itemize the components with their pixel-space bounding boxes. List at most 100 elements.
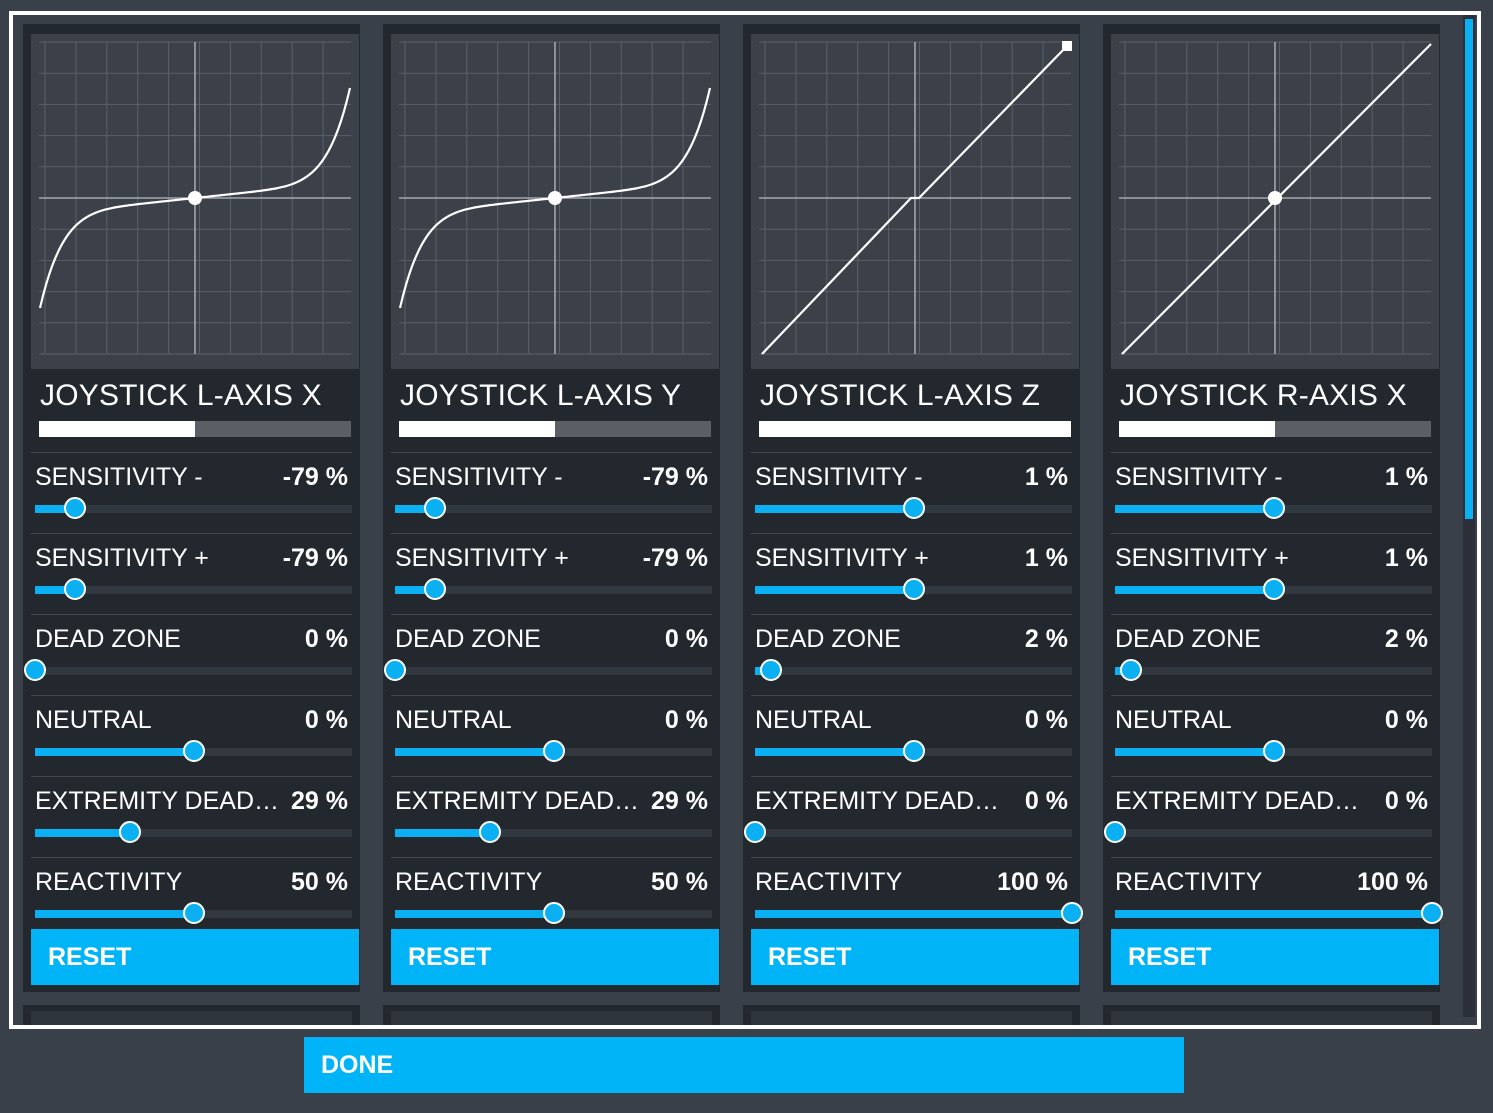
response-curve-svg [38,41,352,355]
sensitivity-minus-slider[interactable] [35,497,352,519]
slider-knob[interactable] [182,740,205,762]
slider-knob[interactable] [24,659,46,681]
setting-label: SENSITIVITY - [35,463,203,491]
axis-title: JOYSTICK L-AXIS Z [760,379,1041,412]
done-button[interactable]: DONE [304,1037,1184,1093]
sensitivity-minus-slider[interactable] [755,497,1072,519]
slider-knob[interactable] [182,902,205,924]
reset-button[interactable]: RESET [391,929,719,985]
sensitivity-plus-slider[interactable] [395,578,712,600]
slider-fill [755,910,1072,918]
slider-knob[interactable] [63,578,86,600]
vertical-scrollbar[interactable] [1463,15,1475,1017]
sensitivity-plus-slider[interactable] [1115,578,1432,600]
setting-value: 1 % [1384,544,1428,572]
axis-title: JOYSTICK L-AXIS X [40,379,322,412]
response-curve-svg [398,41,712,355]
slider-knob[interactable] [542,902,565,924]
extremity-dead-zone-slider[interactable] [1104,821,1432,843]
slider-fill [35,910,194,918]
setting-label: SENSITIVITY + [1115,544,1289,572]
slider-knob[interactable] [902,740,925,762]
slider-knob[interactable] [1262,497,1285,519]
sensitivity-plus-slider[interactable] [755,578,1072,600]
slider-knob[interactable] [384,659,406,681]
slider-knob[interactable] [902,578,925,600]
response-curve-svg [1119,41,1432,355]
dead-zone-slider[interactable] [24,659,352,681]
extremity-dead-zone-slider[interactable] [744,821,1072,843]
slider-fill [755,505,914,513]
reset-button[interactable]: RESET [1111,929,1439,985]
setting-label: DEAD ZONE [395,625,541,653]
setting-row-reactivity: REACTIVITY 50 % [391,857,712,939]
sensitivity-plus-slider[interactable] [35,578,352,600]
reactivity-slider[interactable] [395,902,712,924]
slider-fill [395,505,435,513]
reactivity-slider[interactable] [755,902,1083,924]
slider-knob[interactable] [1119,659,1142,681]
slider-knob[interactable] [542,740,565,762]
extremity-dead-zone-slider[interactable] [35,821,352,843]
setting-row-sensitivity-plus: SENSITIVITY + 1 % [751,533,1072,615]
slider-knob[interactable] [1421,902,1443,924]
setting-label: SENSITIVITY - [1115,463,1283,491]
slider-knob[interactable] [1262,740,1285,762]
setting-value: 2 % [1384,625,1428,653]
setting-row-sensitivity-minus: SENSITIVITY - 1 % [1111,452,1432,534]
setting-row-sensitivity-minus: SENSITIVITY - 1 % [751,452,1072,534]
axis-panel-l-axis-y: JOYSTICK L-AXIS Y SENSITIVITY - -79 % SE… [383,24,720,992]
dead-zone-slider[interactable] [384,659,712,681]
setting-value: 1 % [1024,544,1068,572]
slider-fill [395,910,554,918]
sensitivity-minus-slider[interactable] [395,497,712,519]
reset-button[interactable]: RESET [31,929,359,985]
axis-panel-r-axis-x: JOYSTICK R-AXIS X SENSITIVITY - 1 % SENS… [1103,24,1443,992]
reactivity-slider[interactable] [35,902,352,924]
setting-label: SENSITIVITY + [395,544,569,572]
next-panel-stub [23,1005,360,1025]
setting-row-neutral: NEUTRAL 0 % [1111,695,1432,777]
sensitivity-minus-slider[interactable] [1115,497,1432,519]
setting-value: 100 % [1357,868,1428,896]
neutral-slider[interactable] [1115,740,1432,762]
neutral-slider[interactable] [35,740,352,762]
reactivity-slider[interactable] [1115,902,1443,924]
neutral-slider[interactable] [395,740,712,762]
next-panel-stub [1103,1005,1440,1025]
slider-knob[interactable] [479,821,502,843]
slider-knob[interactable] [744,821,766,843]
slider-fill [35,505,75,513]
scrollbar-thumb[interactable] [1465,19,1473,519]
neutral-slider[interactable] [755,740,1072,762]
setting-label: EXTREMITY DEAD ZONE [35,787,285,815]
slider-knob[interactable] [423,497,446,519]
response-curve-graph [1111,34,1439,369]
setting-row-dead-zone: DEAD ZONE 2 % [1111,614,1432,696]
setting-label: EXTREMITY DEAD ZONE [395,787,645,815]
setting-value: 0 % [1384,706,1428,734]
setting-row-sensitivity-minus: SENSITIVITY - -79 % [391,452,712,534]
setting-value: 100 % [997,868,1068,896]
setting-label: SENSITIVITY + [35,544,209,572]
setting-value: 0 % [1024,706,1068,734]
slider-knob[interactable] [1061,902,1083,924]
reset-button[interactable]: RESET [751,929,1079,985]
slider-knob[interactable] [759,659,782,681]
slider-knob[interactable] [119,821,142,843]
input-level-fill [1119,421,1275,437]
axis-title: JOYSTICK L-AXIS Y [400,379,682,412]
extremity-dead-zone-slider[interactable] [395,821,712,843]
setting-label: SENSITIVITY + [755,544,929,572]
slider-fill [395,586,435,594]
slider-knob[interactable] [423,578,446,600]
setting-label: DEAD ZONE [755,625,901,653]
slider-knob[interactable] [902,497,925,519]
slider-knob[interactable] [1104,821,1126,843]
dead-zone-slider[interactable] [755,659,1072,681]
setting-value: 0 % [1024,787,1068,815]
slider-knob[interactable] [63,497,86,519]
setting-label: DEAD ZONE [1115,625,1261,653]
slider-knob[interactable] [1262,578,1285,600]
dead-zone-slider[interactable] [1115,659,1432,681]
